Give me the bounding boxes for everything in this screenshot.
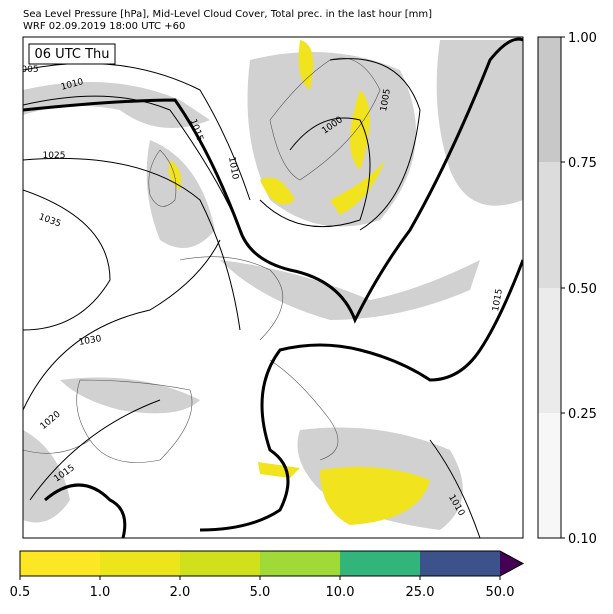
precipitation	[168, 40, 430, 525]
isobar-label: 005	[21, 65, 38, 75]
tick-label: 1.00	[568, 31, 597, 46]
isobar-1015	[23, 37, 523, 538]
isobar-label: 1025	[43, 151, 66, 161]
tick-label: 1.0	[90, 585, 111, 600]
tick-label: 0.50	[568, 282, 597, 297]
isobar-label: 1015	[491, 288, 505, 312]
tick-label: 25.0	[406, 585, 435, 600]
isobar-label: 1010	[226, 156, 240, 181]
tick-label: 10.0	[326, 585, 355, 600]
cloud-cover	[23, 40, 523, 530]
tick-label: 0.5	[10, 585, 31, 600]
tick-label: 0.75	[568, 156, 597, 171]
time-label-box	[28, 43, 116, 65]
tick-label: 50.0	[486, 585, 515, 600]
precip-ticks: 0.5 1.0 2.0 5.0 10.0 25.0 50.0	[10, 576, 515, 600]
cloud-colorbar	[537, 36, 562, 539]
time-label: 06 UTC Thu	[35, 47, 110, 62]
map: 005 1010 1025 1035 1030 1020 1015 1015 1…	[21, 37, 523, 538]
title: Sea Level Pressure [hPa], Mid-Level Clou…	[23, 9, 432, 20]
cloud-ticks: 1.00 0.75 0.50 0.25 0.10	[561, 31, 597, 547]
tick-label: 2.0	[170, 585, 191, 600]
map-frame	[22, 36, 524, 539]
precip-colorbar	[19, 550, 525, 577]
isobar-label: 1005	[379, 88, 393, 112]
isobar-label: 1030	[78, 334, 103, 348]
tick-label: 5.0	[250, 585, 271, 600]
coastlines	[23, 57, 381, 463]
tick-label: 0.25	[568, 407, 597, 422]
tick-label: 0.10	[568, 532, 597, 547]
subtitle: WRF 02.09.2019 18:00 UTC +60	[23, 21, 185, 32]
